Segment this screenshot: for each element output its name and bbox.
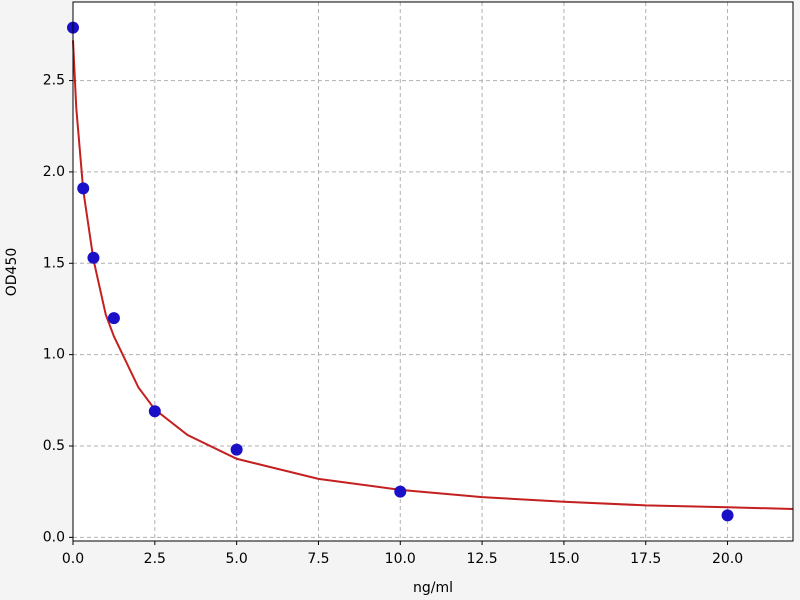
fit-curve	[72, 40, 794, 511]
data-point	[394, 485, 407, 498]
plot-frame	[72, 1, 794, 542]
x-tick-label: 2.5	[144, 551, 166, 567]
x-tick-label: 0.0	[62, 551, 84, 567]
y-tick-label: 2.0	[43, 164, 65, 180]
y-tick-label: 1.5	[43, 255, 65, 271]
x-tick-label: 7.5	[307, 551, 329, 567]
y-axis-title: OD450	[4, 248, 20, 297]
data-point	[148, 405, 161, 418]
data-point	[87, 251, 100, 264]
y-tick-label: 2.5	[43, 73, 65, 89]
x-tick-label: 5.0	[226, 551, 248, 567]
data-point	[721, 509, 734, 522]
y-tick-label: 0.0	[43, 529, 65, 545]
data-point	[77, 182, 90, 195]
y-tick-label: 0.5	[43, 438, 65, 454]
x-tick-label: 12.5	[467, 551, 498, 567]
data-point	[107, 312, 120, 325]
x-tick-label: 15.0	[548, 551, 579, 567]
plot-area	[73, 2, 793, 541]
y-tick-label: 1.0	[43, 347, 65, 363]
x-tick-label: 20.0	[712, 551, 743, 567]
x-axis-title: ng/ml	[413, 580, 453, 596]
data-point	[230, 443, 243, 456]
x-tick-label: 17.5	[630, 551, 661, 567]
x-tick-label: 10.0	[385, 551, 416, 567]
